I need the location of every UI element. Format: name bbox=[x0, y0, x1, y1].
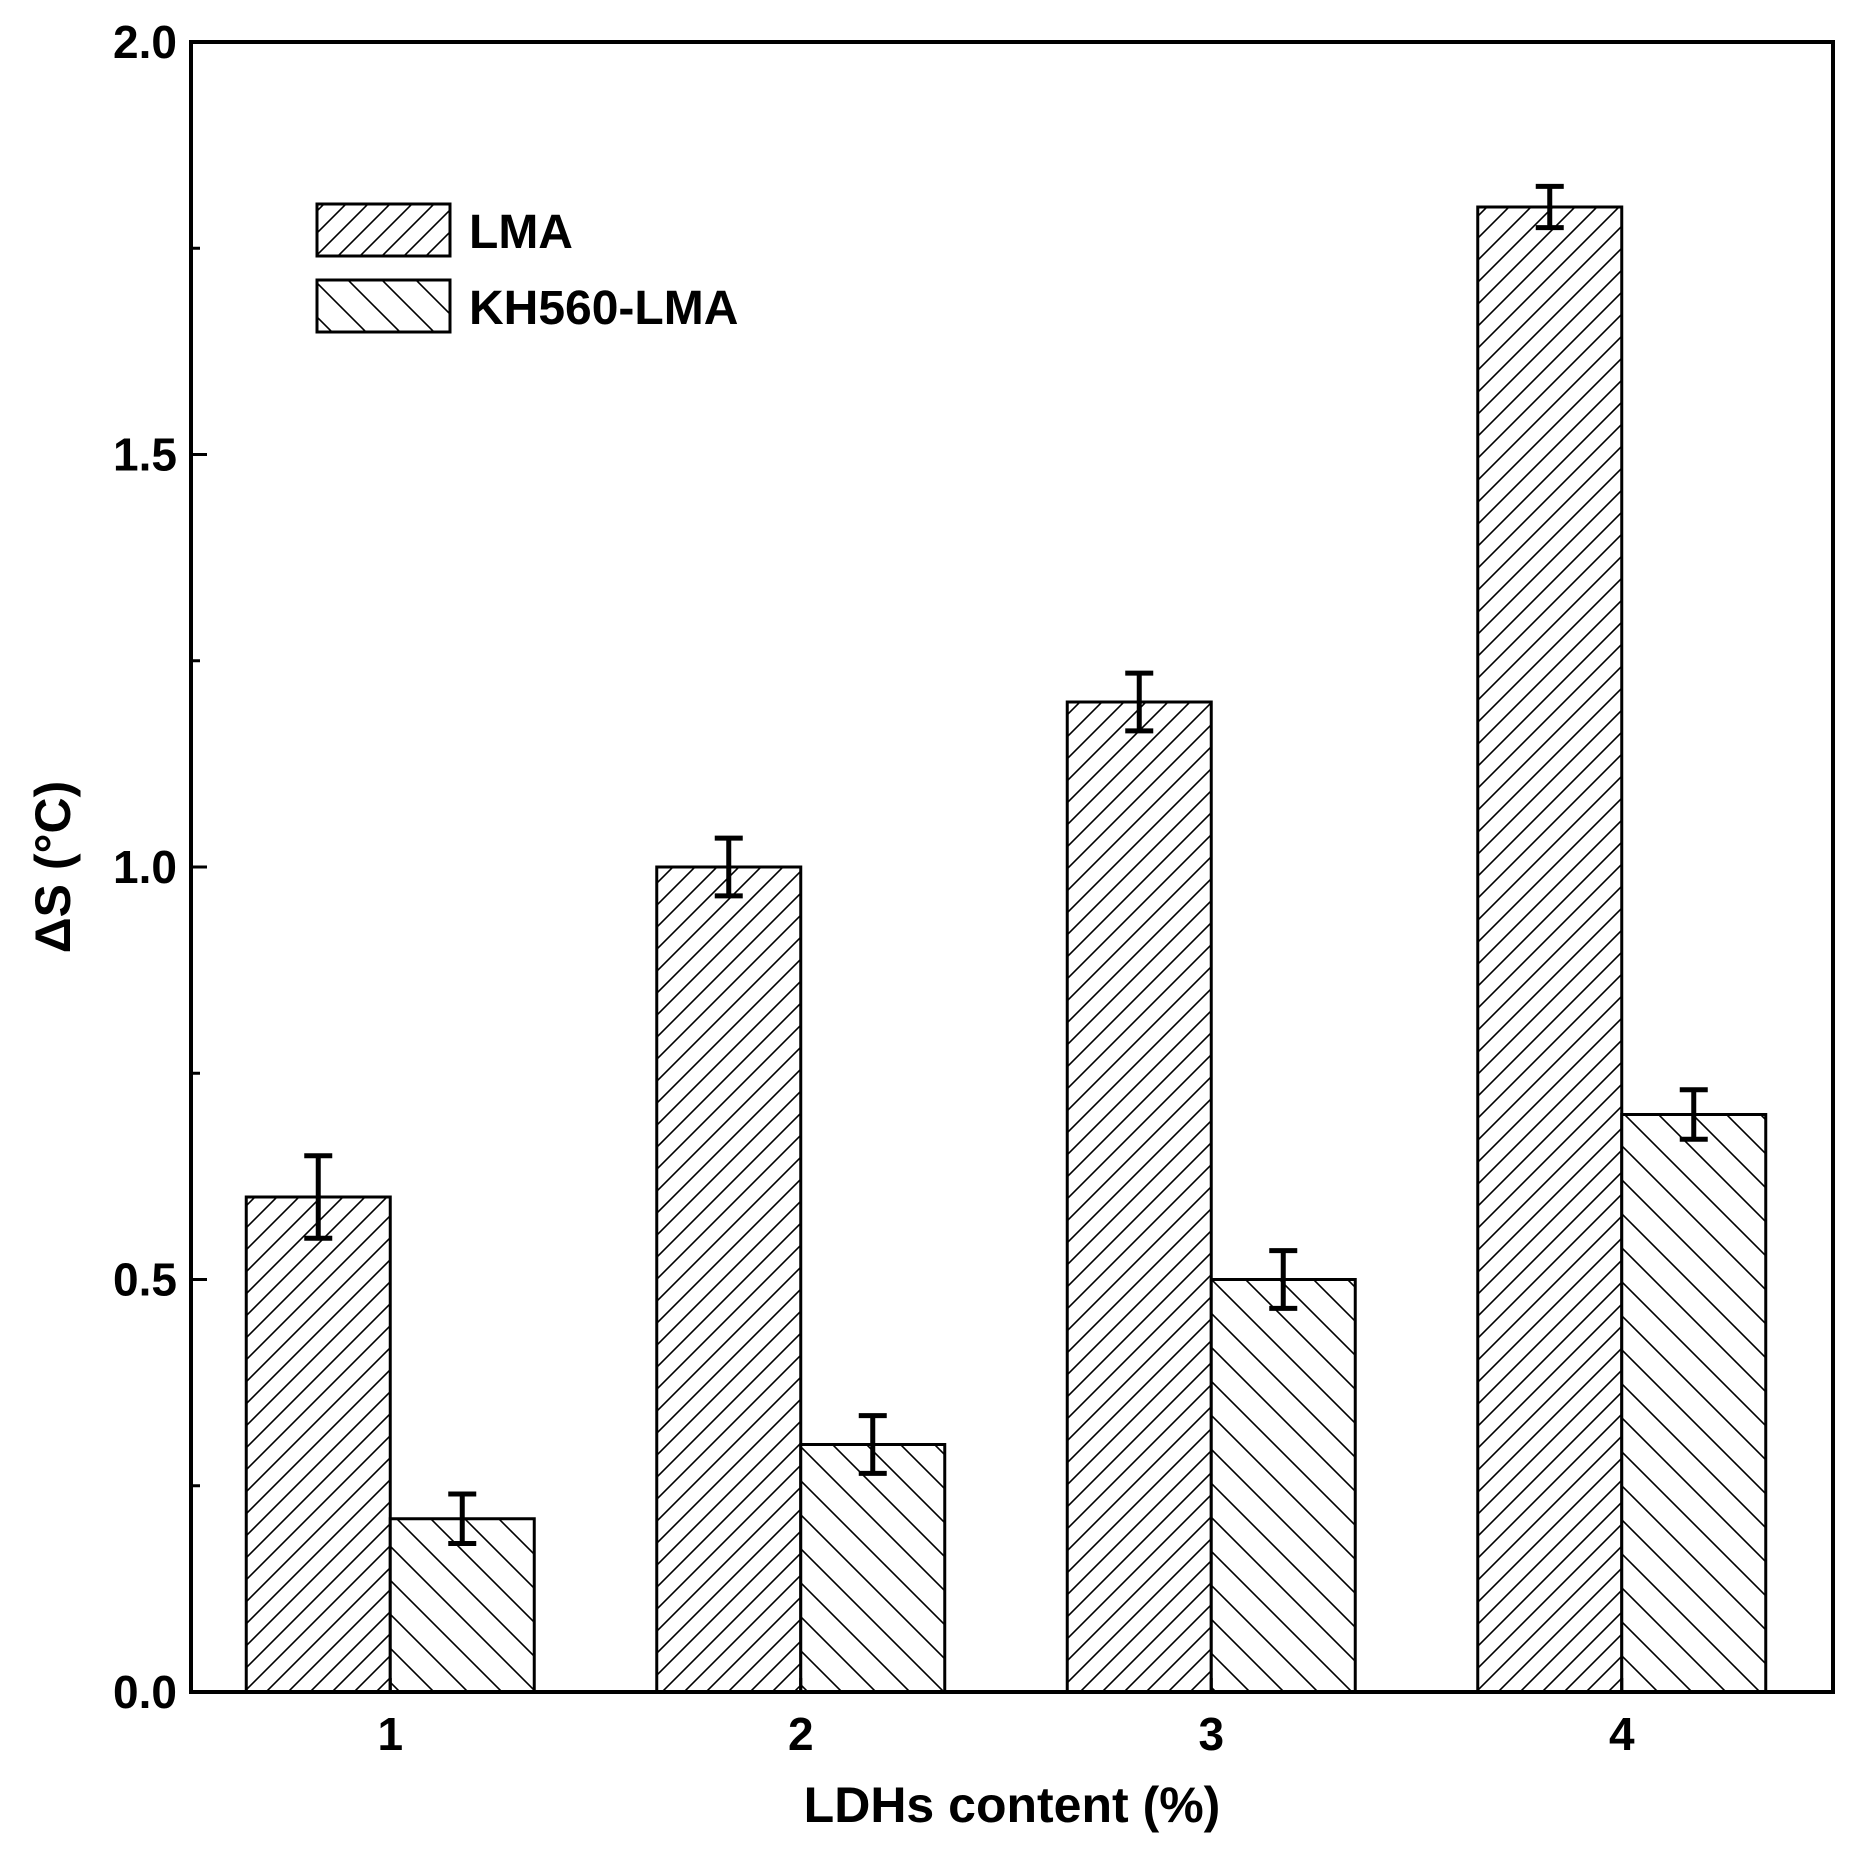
y-tick-label: 0.0 bbox=[113, 1666, 177, 1718]
bars-group bbox=[244, 205, 1768, 1694]
bar-kh560-lma-2 bbox=[799, 1443, 947, 1694]
y-axis-ticks: 0.0 0.5 1.0 1.5 2.0 bbox=[113, 16, 207, 1718]
bar-kh560-lma-4 bbox=[1620, 1113, 1768, 1694]
error-bar-kh560-lma-1 bbox=[448, 1491, 477, 1546]
y-tick-label: 2.0 bbox=[113, 16, 177, 68]
error-bar-lma-4 bbox=[1535, 183, 1564, 231]
bar-kh560-lma-3 bbox=[1209, 1278, 1357, 1694]
legend-item-lma: LMA bbox=[315, 202, 573, 259]
x-axis-ticks: 1 2 3 4 bbox=[377, 1678, 1635, 1760]
error-bars-group bbox=[304, 183, 1708, 1546]
x-tick-label: 4 bbox=[1609, 1708, 1635, 1760]
error-bar-kh560-lma-4 bbox=[1679, 1087, 1708, 1142]
y-axis-title: ΔS (°C) bbox=[25, 781, 81, 954]
error-bar-kh560-lma-2 bbox=[858, 1413, 887, 1476]
x-axis-title: LDHs content (%) bbox=[804, 1777, 1221, 1833]
bar-lma-4 bbox=[1476, 205, 1624, 1694]
x-tick-label: 1 bbox=[377, 1708, 403, 1760]
x-tick-label: 2 bbox=[788, 1708, 814, 1760]
error-bar-lma-1 bbox=[304, 1153, 333, 1241]
y-tick-label: 0.5 bbox=[113, 1254, 177, 1306]
legend: LMA KH560-LMA bbox=[315, 202, 738, 335]
bar-lma-1 bbox=[244, 1195, 392, 1694]
error-bar-lma-2 bbox=[714, 835, 743, 899]
bar-lma-3 bbox=[1065, 700, 1213, 1694]
y-tick-label: 1.5 bbox=[113, 429, 177, 481]
error-bar-lma-3 bbox=[1125, 670, 1154, 734]
x-tick-label: 3 bbox=[1198, 1708, 1224, 1760]
y-tick-label: 1.0 bbox=[113, 841, 177, 893]
legend-label: KH560-LMA bbox=[469, 282, 738, 335]
legend-swatch bbox=[315, 202, 452, 258]
error-bar-kh560-lma-3 bbox=[1269, 1248, 1298, 1311]
legend-label: LMA bbox=[469, 206, 573, 259]
bar-kh560-lma-1 bbox=[388, 1517, 536, 1694]
legend-swatch bbox=[315, 278, 452, 334]
bar-lma-2 bbox=[655, 865, 803, 1694]
legend-item-kh560-lma: KH560-LMA bbox=[315, 278, 738, 335]
